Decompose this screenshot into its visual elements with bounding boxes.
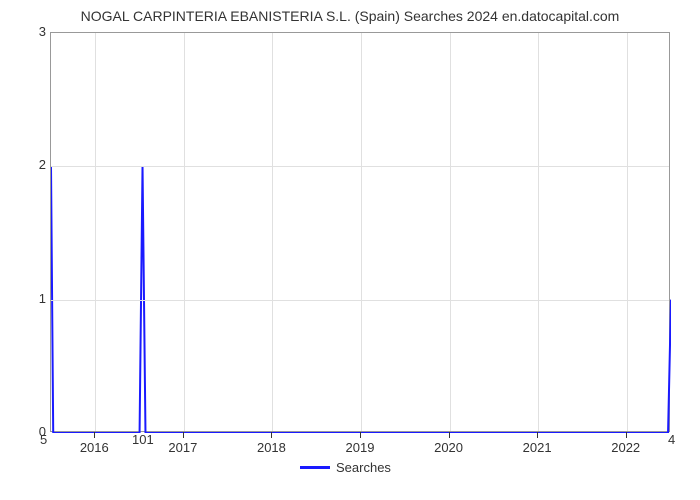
gridline-v (361, 33, 362, 431)
ytick-label: 1 (6, 291, 46, 306)
gridline-h (51, 300, 669, 301)
ytick-label: 2 (6, 157, 46, 172)
chart-title: NOGAL CARPINTERIA EBANISTERIA S.L. (Spai… (0, 8, 700, 24)
xtick-mark (360, 432, 361, 438)
xtick-mark (94, 432, 95, 438)
corner-label-near-2017: 101 (132, 432, 154, 447)
ytick-label: 0 (6, 424, 46, 439)
gridline-v (184, 33, 185, 431)
gridline-v (538, 33, 539, 431)
legend: Searches (300, 460, 391, 475)
chart-container: NOGAL CARPINTERIA EBANISTERIA S.L. (Spai… (0, 0, 700, 500)
corner-label-bottom-right: 4 (668, 432, 675, 447)
xtick-mark (271, 432, 272, 438)
xtick-mark (626, 432, 627, 438)
legend-label: Searches (336, 460, 391, 475)
xtick-label: 2021 (523, 440, 552, 455)
xtick-mark (183, 432, 184, 438)
xtick-mark (449, 432, 450, 438)
gridline-h (51, 166, 669, 167)
xtick-label: 2016 (80, 440, 109, 455)
plot-area (50, 32, 670, 432)
xtick-label: 2018 (257, 440, 286, 455)
legend-swatch (300, 466, 330, 469)
ytick-label: 3 (6, 24, 46, 39)
xtick-label: 2020 (434, 440, 463, 455)
xtick-mark (537, 432, 538, 438)
gridline-v (627, 33, 628, 431)
xtick-label: 2022 (611, 440, 640, 455)
xtick-label: 2017 (168, 440, 197, 455)
gridline-v (272, 33, 273, 431)
gridline-v (450, 33, 451, 431)
gridline-v (95, 33, 96, 431)
xtick-label: 2019 (346, 440, 375, 455)
